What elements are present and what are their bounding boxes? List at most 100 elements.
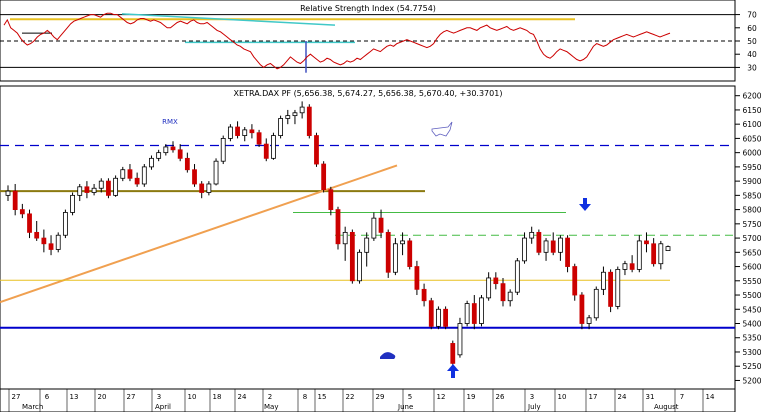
x-tick-label: 10 <box>188 393 197 401</box>
candle-body <box>572 266 578 296</box>
rsi-tick-label: 60 <box>747 24 757 33</box>
x-tick-label: 20 <box>98 393 107 401</box>
candle-body <box>134 177 140 185</box>
x-tick-label: 18 <box>213 393 222 401</box>
candle-body <box>493 277 499 285</box>
candle-body <box>529 231 535 239</box>
candle-body <box>357 251 362 282</box>
candle-body <box>407 240 413 267</box>
x-tick-label: 3 <box>157 393 161 401</box>
x-tick-label: 27 <box>12 393 21 401</box>
x-tick-label: 7 <box>680 393 684 401</box>
down-arrow-icon <box>579 198 591 211</box>
candle-body <box>464 303 470 324</box>
candle-body <box>106 180 111 196</box>
x-tick-label: 24 <box>238 393 247 401</box>
price-tick-label: 5900 <box>742 177 761 186</box>
month-label: July <box>527 403 541 411</box>
candle-body <box>342 231 348 245</box>
price-tick-label: 6000 <box>742 149 761 158</box>
price-tick-label: 5300 <box>742 348 761 357</box>
candle-body <box>77 186 83 196</box>
candle-body <box>55 234 61 250</box>
month-label: June <box>397 403 413 411</box>
price-tick-label: 5250 <box>742 362 761 371</box>
x-tick-label: 2 <box>268 393 272 401</box>
candle-body <box>213 160 219 185</box>
rsi-y-axis: 30 40 50 60 70 <box>735 11 757 72</box>
bull-icon <box>431 121 453 137</box>
candle-body <box>543 240 549 253</box>
month-label: March <box>22 403 43 411</box>
candle-body <box>278 118 284 136</box>
price-panel: XETRA.DAX PF (5,656.38, 5,674.27, 5,656.… <box>0 85 762 390</box>
candle-body <box>141 166 147 185</box>
candle-body <box>48 243 54 250</box>
candle-body <box>192 169 197 185</box>
bear-icon <box>380 352 396 359</box>
candle-body <box>651 243 657 265</box>
candle-body <box>335 209 341 245</box>
candle-body <box>457 323 463 356</box>
candle-body <box>235 126 240 136</box>
candle-body <box>163 146 169 154</box>
up-arrow-icon <box>447 364 459 378</box>
rsi-tick-label: 70 <box>747 11 757 20</box>
x-tick-label: 29 <box>376 393 385 401</box>
x-tick-label: 10 <box>558 393 567 401</box>
x-tick-label: 8 <box>303 393 307 401</box>
candle-body <box>514 260 520 293</box>
candle-body <box>34 231 40 239</box>
price-title: XETRA.DAX PF (5,656.38, 5,674.27, 5,656.… <box>234 89 503 98</box>
candle-body <box>400 240 405 245</box>
candle-body <box>91 187 97 193</box>
candle-body <box>41 237 47 245</box>
price-tick-label: 5950 <box>742 163 761 172</box>
candle-body <box>507 291 513 302</box>
price-tick-label: 5200 <box>742 376 761 385</box>
candle-body <box>184 157 190 171</box>
candle-body <box>27 213 32 233</box>
candle-body <box>586 317 592 324</box>
candle-body <box>364 237 370 253</box>
x-tick-label: 6 <box>45 393 50 401</box>
x-tick-label: 24 <box>618 393 627 401</box>
candle-body <box>479 297 484 324</box>
x-tick-label: 5 <box>408 393 412 401</box>
candle-body <box>629 263 635 270</box>
rsi-title: Relative Strength Index (54.7754) <box>300 4 436 13</box>
candle-body <box>199 183 205 193</box>
month-label: August <box>654 403 679 411</box>
candle-body <box>601 271 606 290</box>
price-tick-label: 5600 <box>742 263 761 272</box>
price-tick-label: 5850 <box>742 191 761 200</box>
candle-body <box>170 146 176 151</box>
price-tick-label: 5350 <box>742 334 761 343</box>
price-tick-label: 5400 <box>742 320 761 329</box>
candle-body <box>371 217 377 239</box>
rsi-series <box>3 12 671 70</box>
candle-body <box>615 268 621 307</box>
candle-body <box>242 129 248 136</box>
candle-body <box>414 266 420 290</box>
x-tick-label: 22 <box>346 393 355 401</box>
candle-body <box>385 231 391 273</box>
candle-body <box>299 106 305 114</box>
candle-body <box>285 115 291 119</box>
candle-body <box>292 112 298 117</box>
rsi-line <box>3 12 671 70</box>
candle-body <box>120 169 126 179</box>
candle-body <box>428 300 434 327</box>
candle-body <box>421 288 427 302</box>
candle-body <box>565 237 570 267</box>
x-tick-label: 17 <box>589 393 598 401</box>
candle-body <box>500 283 506 302</box>
candle-body <box>392 243 398 273</box>
candle-body <box>220 138 226 162</box>
candle-body <box>608 271 614 307</box>
candle-body <box>127 169 133 179</box>
candle-body <box>249 129 255 134</box>
x-tick-label: 19 <box>467 393 476 401</box>
candle-body <box>19 209 25 215</box>
